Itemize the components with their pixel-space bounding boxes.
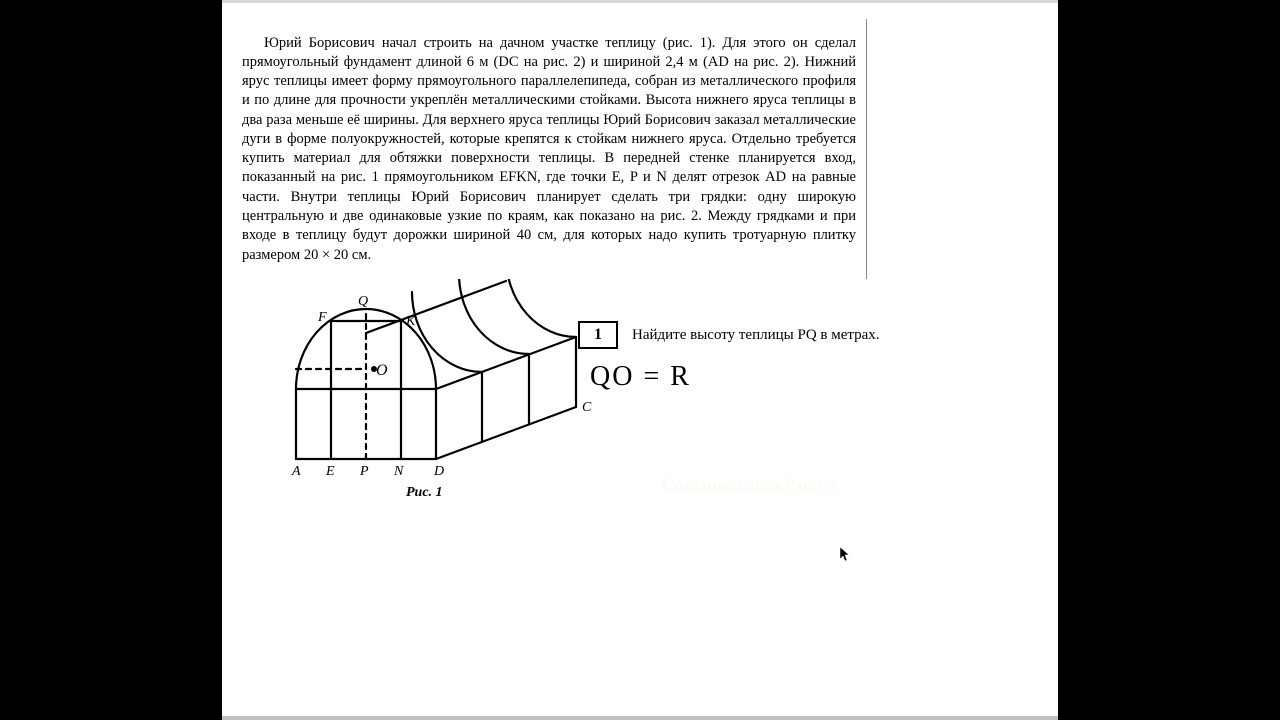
svg-text:A: A bbox=[291, 464, 301, 479]
svg-text:F: F bbox=[317, 310, 327, 325]
question-text: Найдите высоту теплицы PQ в метрах. bbox=[632, 327, 880, 343]
figure-caption: Рис. 1 bbox=[406, 485, 443, 501]
svg-text:O: O bbox=[376, 362, 388, 379]
svg-text:E: E bbox=[325, 464, 335, 479]
svg-text:C: C bbox=[582, 400, 592, 415]
problem-statement: Юрий Борисович начал строить на дачном у… bbox=[242, 19, 867, 279]
greenhouse-svg: A E P N D C F Q K O bbox=[256, 279, 596, 509]
scrollbar-bottom[interactable] bbox=[222, 716, 1058, 720]
problem-paragraph: Юрий Борисович начал строить на дачном у… bbox=[242, 34, 856, 265]
document-page: Юрий Борисович начал строить на дачном у… bbox=[222, 3, 1058, 717]
handwritten-note: QO = R bbox=[590, 361, 691, 393]
svg-text:N: N bbox=[393, 464, 404, 479]
greenhouse-figure: A E P N D C F Q K O bbox=[256, 279, 596, 509]
svg-text:P: P bbox=[359, 464, 369, 479]
svg-text:K: K bbox=[405, 314, 416, 329]
svg-text:Q: Q bbox=[358, 294, 368, 309]
watermark-text: Создание сайта Paint S bbox=[662, 475, 837, 496]
question-row: 1 Найдите высоту теплицы PQ в метрах. bbox=[578, 321, 880, 349]
question-number-box: 1 bbox=[578, 321, 618, 349]
mouse-cursor-icon bbox=[840, 547, 852, 563]
svg-text:D: D bbox=[433, 464, 444, 479]
